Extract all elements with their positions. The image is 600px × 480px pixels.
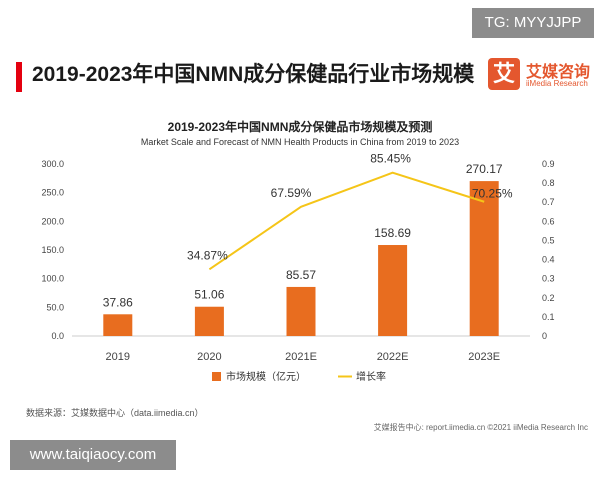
right-axis-tick-label: 0.6: [542, 216, 555, 226]
left-axis-tick-label: 200.0: [41, 216, 64, 226]
right-axis-tick-label: 0: [542, 331, 547, 341]
bar-market-scale: [286, 286, 316, 336]
line-data-label: 85.45%: [370, 152, 411, 166]
legend-bar-label: 市场规模（亿元）: [226, 370, 306, 383]
left-axis-tick-label: 50.0: [46, 302, 64, 312]
x-axis-tick-label: 2020: [197, 351, 221, 363]
line-data-label: 34.87%: [187, 248, 228, 262]
iimedia-logo: 艾 艾媒咨询 iiMedia Research: [488, 58, 591, 94]
logo-name-en: iiMedia Research: [526, 79, 588, 88]
right-axis-tick-label: 0.2: [542, 293, 555, 303]
x-axis-tick-label: 2022E: [377, 351, 409, 363]
right-axis-tick-label: 0.7: [542, 197, 555, 207]
bar-market-scale: [378, 245, 408, 336]
bar-data-label: 51.06: [194, 288, 224, 302]
bar-market-scale: [103, 314, 133, 336]
chart-title: 2019-2023年中国NMN成分保健品市场规模及预测: [167, 120, 433, 134]
right-axis-tick-label: 0.8: [542, 178, 555, 188]
legend-line-label: 增长率: [356, 370, 386, 383]
right-axis-tick-label: 0.1: [542, 312, 555, 322]
tg-badge: TG: MYYJJPP: [472, 8, 594, 38]
bar-market-scale: [194, 306, 224, 336]
bar-data-label: 85.57: [286, 268, 316, 282]
page-title: 2019-2023年中国NMN成分保健品行业市场规模: [32, 63, 475, 86]
market-scale-chart: 0.0 50.0 100.0 150.0 200.0 250.0 300.0 0 0.1 0.2 0…: [41, 152, 555, 383]
line-data-label: 67.59%: [271, 186, 312, 200]
logo-name-cn: 艾媒咨询: [526, 64, 591, 81]
chart-subtitle: Market Scale and Forecast of NMN Health …: [140, 137, 460, 147]
line-data-label: 70.25%: [472, 187, 513, 201]
left-axis-tick-label: 250.0: [41, 188, 64, 198]
left-axis-tick-label: 150.0: [41, 245, 64, 255]
data-source: 数据来源：艾媒数据中心（data.iimedia.cn）: [26, 408, 204, 418]
left-axis-tick-label: 0.0: [51, 331, 64, 341]
x-axis-tick-label: 2023E: [468, 351, 500, 363]
left-axis-tick-label: 300.0: [41, 159, 64, 169]
legend-bar-swatch: [212, 372, 221, 381]
logo-mark-icon: 艾: [488, 58, 520, 90]
bar-market-scale: [469, 181, 499, 336]
bar-data-label: 158.69: [374, 226, 411, 240]
line-growth-rate: [208, 171, 485, 271]
site-watermark: www.taiqiaocy.com: [10, 440, 176, 470]
bar-data-label: 270.17: [466, 162, 503, 176]
right-axis-tick-label: 0.5: [542, 235, 555, 245]
footer-note: 艾媒报告中心: report.iimedia.cn ©2021 iiMedia …: [373, 423, 588, 432]
title-accent-bar: [16, 62, 22, 92]
x-axis-tick-label: 2019: [106, 351, 130, 363]
x-axis-tick-label: 2021E: [285, 351, 317, 363]
right-axis-tick-label: 0.3: [542, 274, 555, 284]
right-axis-tick-label: 0.9: [542, 159, 555, 169]
left-axis-tick-label: 100.0: [41, 274, 64, 284]
bar-data-label: 37.86: [103, 295, 133, 309]
right-axis-tick-label: 0.4: [542, 255, 555, 265]
